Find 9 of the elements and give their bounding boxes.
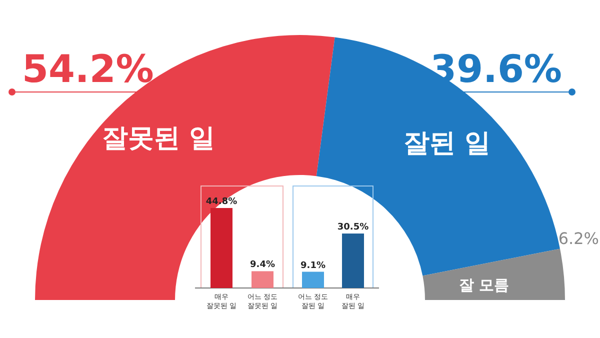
slice-label: 잘된 일 (404, 128, 491, 158)
slice-label: 잘 모름 (459, 276, 510, 294)
data-label: 6.2% (558, 229, 599, 248)
data-label: 39.6% (430, 47, 562, 91)
data-label: 30.5% (337, 222, 369, 233)
data-label: 9.4% (250, 260, 275, 270)
data-label: 9.1% (300, 260, 326, 271)
data-label: 54.2% (22, 47, 154, 91)
slice-label: 잘못된 일 (102, 123, 215, 154)
